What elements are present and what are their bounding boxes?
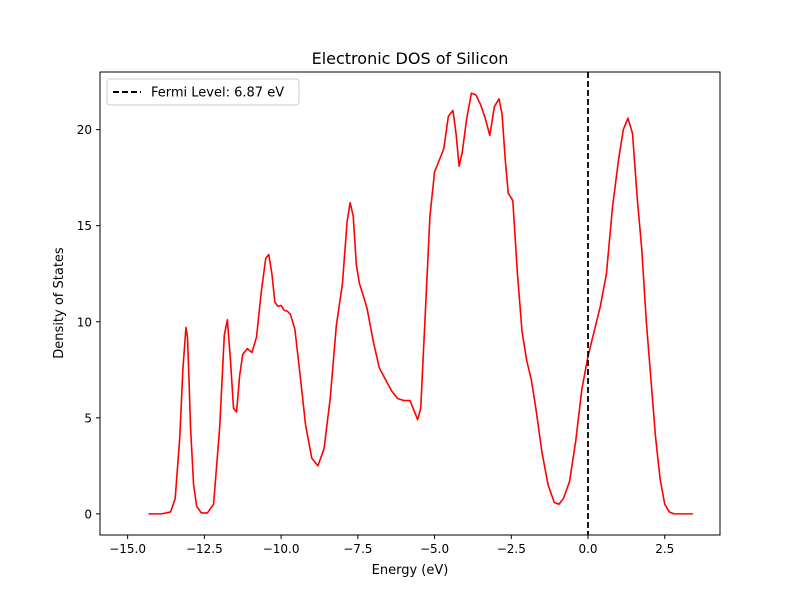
axes-frame [99, 71, 721, 536]
chart-title: Electronic DOS of Silicon [312, 49, 509, 68]
x-tick-label: −5.0 [420, 542, 449, 556]
x-tick-label: −12.5 [186, 542, 223, 556]
y-tick-label: 20 [77, 123, 92, 137]
axis-ticks: −15.0 −12.5 −10.0 −7.5 −5.0 −2.5 0.0 2.5 0 5 10 15 2… [77, 123, 675, 556]
x-axis-label: Energy (eV) [372, 563, 449, 578]
x-tick-label: −2.5 [497, 542, 526, 556]
x-tick-label: −15.0 [109, 542, 146, 556]
y-tick-label: 5 [84, 411, 92, 425]
plot-area [148, 72, 694, 535]
dos-series-line [148, 92, 694, 515]
legend: Fermi Level: 6.87 eV [106, 78, 300, 106]
legend-fermi-label: Fermi Level: 6.87 eV [151, 86, 284, 101]
legend-box [106, 78, 300, 106]
x-tick-label: −7.5 [343, 542, 372, 556]
y-tick-label: 15 [77, 219, 92, 233]
y-tick-label: 10 [77, 315, 92, 329]
y-tick-label: 0 [84, 507, 92, 521]
x-tick-label: 0.0 [578, 542, 597, 556]
y-axis-label: Density of States [52, 247, 67, 359]
x-tick-label: 2.5 [655, 542, 674, 556]
x-tick-label: −10.0 [263, 542, 300, 556]
